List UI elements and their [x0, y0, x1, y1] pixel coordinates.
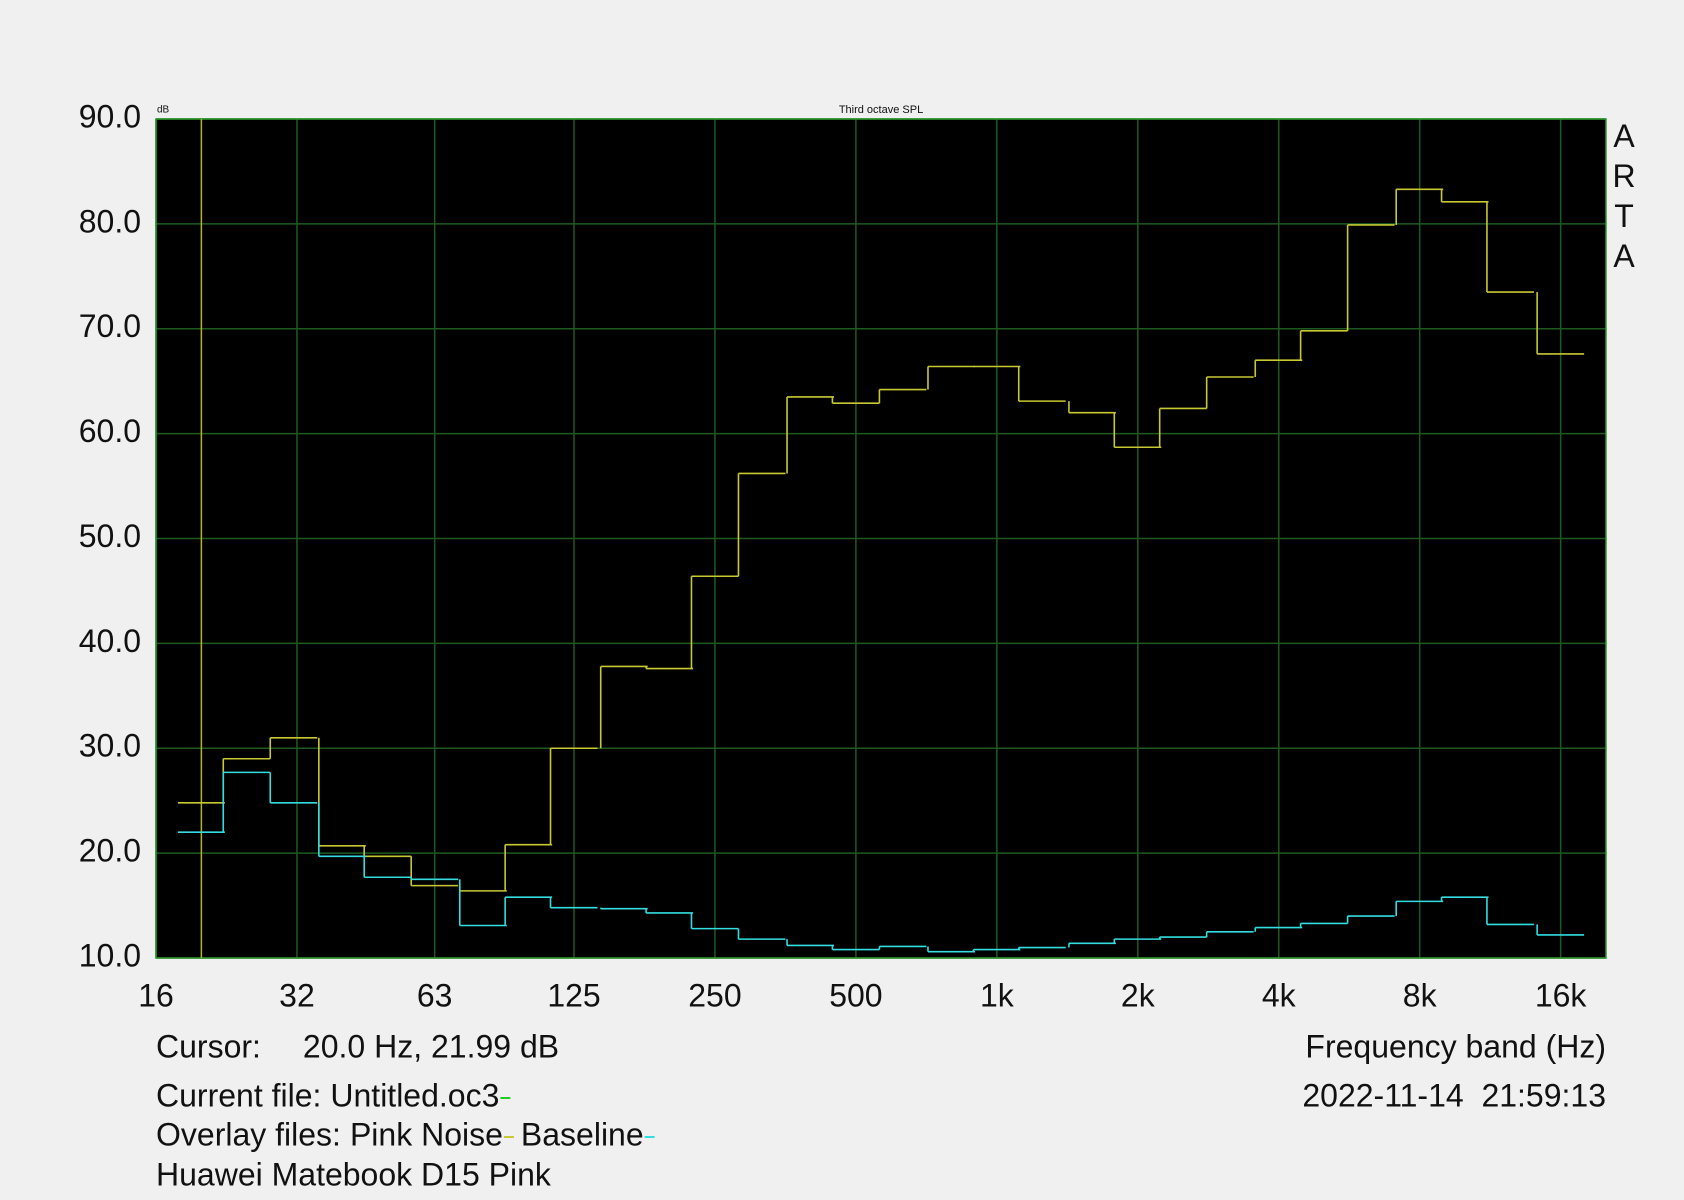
- timestamp: 2022-11-14 21:59:13: [1302, 1077, 1606, 1113]
- legend-label: Baseline: [521, 1116, 644, 1152]
- y-tick-label: 50.0: [79, 518, 141, 554]
- current-file-name: Untitled.oc3: [330, 1077, 499, 1113]
- chart-title: Third octave SPL: [839, 104, 923, 116]
- x-axis-label: Frequency band (Hz): [1305, 1028, 1606, 1064]
- y-tick-label: 60.0: [79, 413, 141, 449]
- plot-border: [155, 118, 1607, 959]
- x-tick-label: 2k: [1121, 977, 1156, 1013]
- y-tick-label: 90.0: [79, 98, 141, 134]
- y-tick-label: 70.0: [79, 308, 141, 344]
- y-tick-label: 30.0: [79, 728, 141, 764]
- y-tick-label: 40.0: [79, 623, 141, 659]
- cursor-readout: 20.0 Hz, 21.99 dB: [303, 1028, 559, 1064]
- overlay-label: Overlay files:: [156, 1116, 341, 1152]
- legend-label: Pink Noise: [350, 1116, 503, 1152]
- x-tick-label: 4k: [1262, 977, 1297, 1013]
- x-tick-label: 16k: [1535, 977, 1588, 1013]
- comment: Huawei Matebook D15 Pink: [156, 1156, 552, 1192]
- current-file-label: Current file:: [156, 1077, 321, 1113]
- y-tick-label: 80.0: [79, 203, 141, 239]
- cursor-label: Cursor:: [156, 1028, 261, 1064]
- y-tick-label: 20.0: [79, 833, 141, 869]
- x-tick-label: 16: [138, 977, 174, 1013]
- x-tick-label: 63: [417, 977, 453, 1013]
- watermark: ARTA: [1606, 118, 1642, 278]
- y-tick-label: 10.0: [79, 937, 141, 973]
- x-tick-label: 32: [279, 977, 315, 1013]
- x-tick-label: 1k: [980, 977, 1015, 1013]
- x-tick-label: 500: [829, 977, 882, 1013]
- y-unit: dB: [157, 105, 170, 116]
- x-tick-label: 125: [547, 977, 600, 1013]
- x-tick-label: 250: [688, 977, 741, 1013]
- x-tick-label: 8k: [1403, 977, 1438, 1013]
